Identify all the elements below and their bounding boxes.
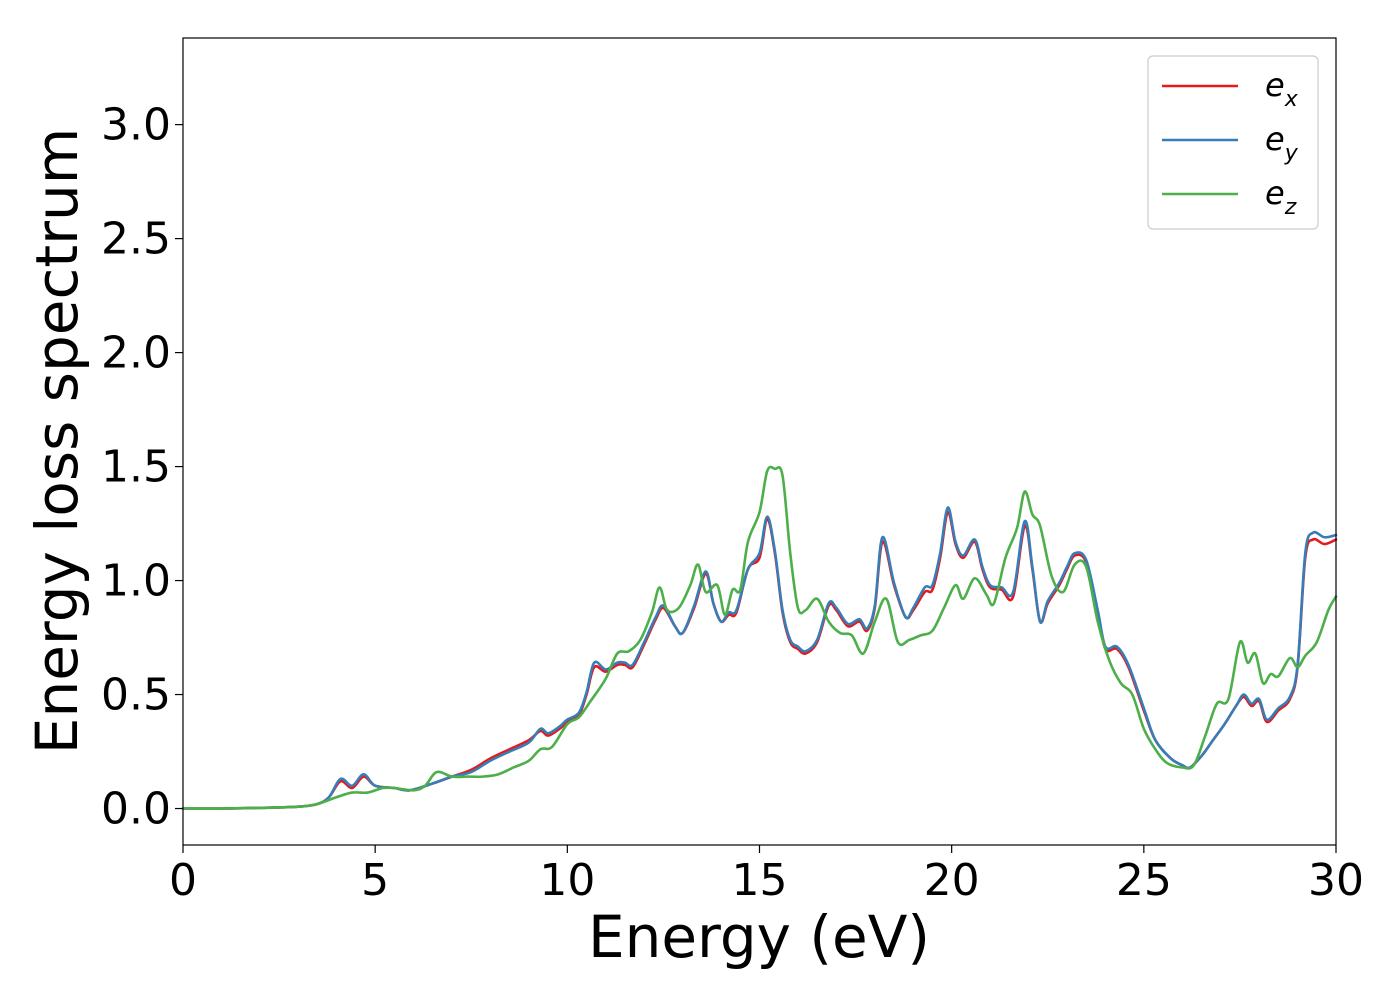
y-tick-label: 2.5 (101, 214, 171, 265)
y-axis-title: Energy loss spectrum (23, 128, 91, 754)
x-tick-label: 15 (732, 855, 788, 906)
x-tick-label: 5 (361, 855, 389, 906)
x-tick-label: 20 (924, 855, 980, 906)
y-tick-label: 1.5 (101, 442, 171, 493)
x-tick-label: 25 (1116, 855, 1172, 906)
y-axis: 0.0 0.5 1.0 1.5 2.0 2.5 3.0 (101, 100, 183, 835)
x-axis-title: Energy (eV) (588, 903, 930, 971)
series-line-e-y (181, 506, 1338, 810)
legend-box (1147, 55, 1319, 230)
x-axis: 0 5 10 15 20 25 30 (169, 845, 1364, 906)
y-tick-label: 0.0 (101, 784, 171, 835)
y-tick-label: 3.0 (101, 100, 171, 151)
y-tick-label: 2.0 (101, 328, 171, 379)
series-line-e-z (181, 465, 1338, 810)
x-tick-label: 10 (539, 855, 595, 906)
y-tick-label: 1.0 (101, 556, 171, 607)
series-layer (181, 465, 1338, 810)
y-tick-label: 0.5 (101, 670, 171, 721)
x-tick-label: 0 (169, 855, 197, 906)
x-tick-label: 30 (1308, 855, 1364, 906)
